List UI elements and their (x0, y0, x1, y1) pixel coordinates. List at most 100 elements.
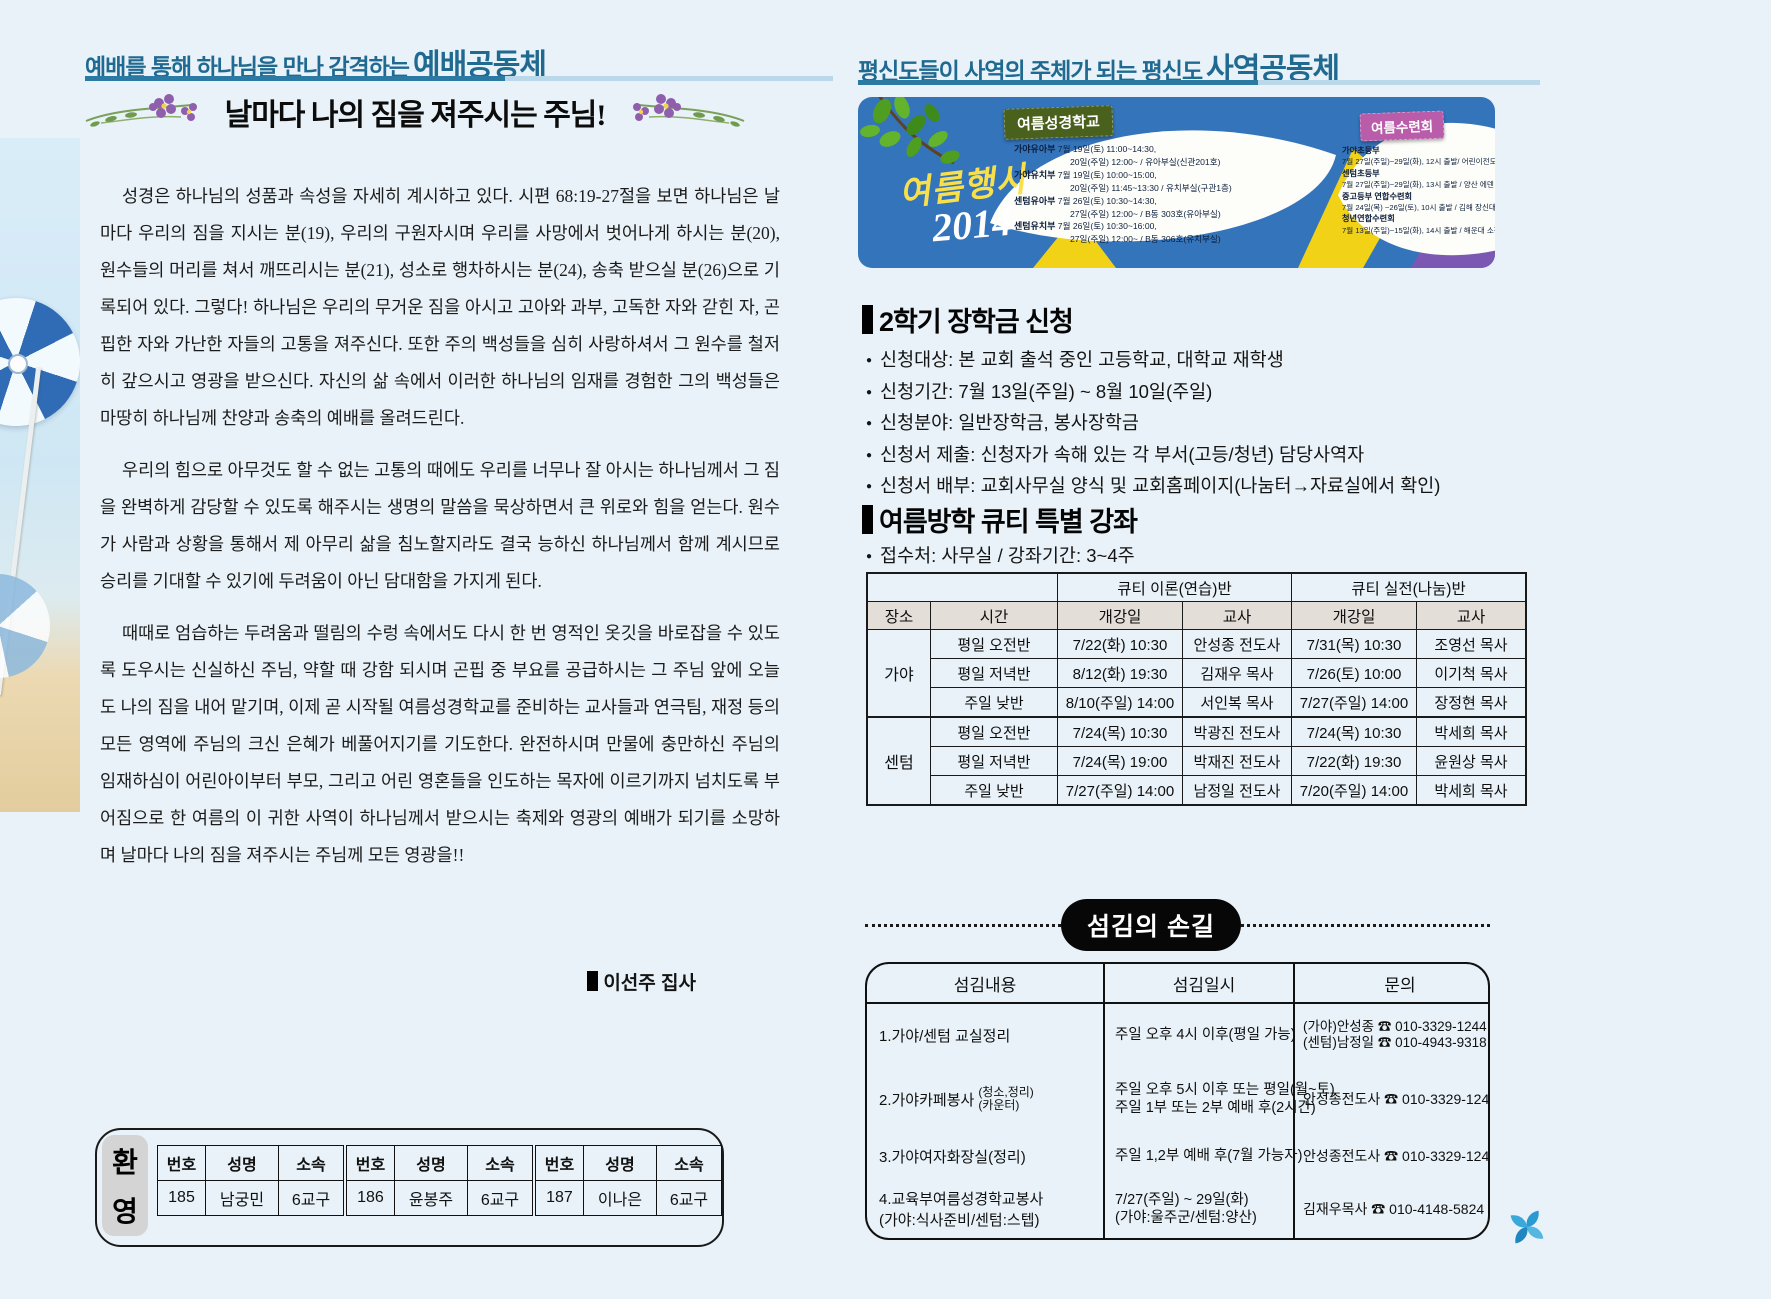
qt-time: 주일 낮반 (930, 775, 1058, 806)
welcome-header-group: 소속 (655, 1145, 723, 1181)
qt-row: 평일 저녁반 7/24(목) 19:00 박재진 전도사 7/22(화) 19:… (867, 746, 1527, 776)
summer-events-banner: 여름행사 2014 여름성경학교 가야유아부 7월 19일(토) 11:00~1… (858, 97, 1495, 268)
summer-retreat-badge: 여름수련회 (1359, 110, 1445, 142)
welcome-name: 이나은 (582, 1180, 657, 1216)
dotted-divider (1240, 923, 1490, 927)
qt-theory-teacher: 서인복 목사 (1182, 687, 1292, 718)
qt-note-list: 접수처: 사무실 / 강좌기간: 3~4주 (866, 541, 1496, 573)
qt-note: 접수처: 사무실 / 강좌기간: 3~4주 (866, 541, 1496, 573)
welcome-name: 윤봉주 (393, 1180, 469, 1216)
serving-content-cell: 3.가야여자화장실(정리) (867, 1132, 1103, 1180)
qt-practice-teacher: 이기척 목사 (1416, 658, 1527, 688)
welcome-box: 환 영 번호 성명 소속 번호 성명 소속 번호 성명 소속 185 남궁민 6… (95, 1128, 724, 1247)
qt-col-date: 개강일 (1057, 601, 1183, 630)
qt-theory-date: 7/27(주일) 14:00 (1057, 775, 1183, 806)
serving-header-contact: 문의 (1293, 964, 1488, 1004)
welcome-header-name: 성명 (204, 1145, 280, 1181)
qt-theory-date: 8/10(주일) 14:00 (1057, 687, 1183, 718)
article-title: 날마다 나의 짐을 져주시는 주님! (224, 99, 607, 132)
green-leaves (860, 97, 960, 164)
serving-content: (가야:식사준비/센텀:스텝) (879, 1212, 1040, 1229)
schedule-line: 20일(주일) 11:45~13:30 / 유치부실(구관1층) (1070, 182, 1232, 193)
qt-theory-teacher: 박재진 전도사 (1182, 746, 1292, 776)
qt-empty-cell (866, 572, 1058, 602)
dept-name: 센텀유치부 (1014, 221, 1056, 232)
qt-theory-date: 7/24(목) 10:30 (1057, 716, 1183, 747)
welcome-header-no: 번호 (343, 1145, 395, 1181)
schedule-text: 7월 13일(주일)~15일(화), 14시 출발 / 해운대 소정교회 수양관 (1342, 225, 1495, 235)
serving-contact-cell: 김재우목사 ☎ 010-4148-5824 (1293, 1180, 1488, 1238)
qt-section-title: 여름방학 큐티 특별 강좌 (862, 500, 1138, 539)
serving-header-when: 섬김일시 (1103, 964, 1293, 1004)
qt-practice-date: 7/31(목) 10:30 (1291, 629, 1417, 659)
qt-theory-teacher: 박광진 전도사 (1182, 716, 1292, 747)
welcome-no: 187 (531, 1180, 584, 1216)
section-marker (862, 505, 873, 534)
article-author: 이선주 집사 (100, 968, 696, 995)
qt-row: 평일 저녁반 8/12(화) 19:30 김재우 목사 7/26(토) 10:0… (867, 658, 1527, 688)
serving-content-small: (카운터) (978, 1098, 1020, 1112)
serving-content-small-stack: (청소,정리) (카운터) (978, 1086, 1034, 1112)
qt-theory-teacher: 김재우 목사 (1182, 658, 1292, 688)
qt-practice-date: 7/22(화) 19:30 (1291, 746, 1417, 776)
qt-time: 평일 오전반 (930, 629, 1058, 659)
article-paragraph: 성경은 하나님의 성품과 속성을 자세히 계시하고 있다. 시편 68:19-2… (100, 186, 780, 428)
right-header-underline (858, 80, 1540, 85)
qt-time: 주일 낮반 (930, 687, 1058, 718)
serving-content: 1.가야/센텀 교실정리 (879, 1027, 1011, 1045)
schedule-text: 7월 26일(토) 10:30~16:00, (1057, 221, 1157, 232)
serving-when-cell: 주일 1,2부 예배 후(7월 가능자) (1103, 1132, 1303, 1180)
serving-contact: 김재우목사 ☎ 010-4148-5824 (1303, 1201, 1485, 1217)
welcome-tab: 환 영 (102, 1135, 148, 1236)
qt-theory-teacher: 남정일 전도사 (1182, 775, 1292, 806)
underline-light-segment (505, 76, 833, 81)
qt-practice-teacher: 조영선 목사 (1416, 629, 1527, 659)
schedule-line: 가야유아부 7월 19일(토) 11:00~14:30, (1014, 143, 1326, 156)
schedule-text: 7월 26일(토) 10:30~14:30, (1057, 195, 1157, 206)
left-section-header: 예배를 통해 하나님을 만나 감격하는 예배공동체 (85, 40, 547, 84)
qt-practice-date: 7/26(토) 10:00 (1291, 658, 1417, 688)
schedule-line: 27일(주일) 12:00~ / B동 303호(유아부실) (1070, 208, 1221, 219)
welcome-header-name: 성명 (582, 1145, 657, 1181)
welcome-header-row: 번호 성명 소속 번호 성명 소속 번호 성명 소속 (157, 1145, 723, 1181)
welcome-header-no: 번호 (157, 1145, 206, 1181)
qt-row: 주일 낮반 7/27(주일) 14:00 남정일 전도사 7/20(주일) 14… (867, 775, 1527, 806)
schedule-text: 7월 24일(목) ~26일(토), 10시 출발 / 김해 장신대 (1342, 203, 1495, 213)
serving-content-small: (청소,정리) (978, 1085, 1034, 1099)
author-name: 이선주 집사 (603, 973, 696, 994)
qt-row: 센텀 평일 오전반 7/24(목) 10:30 박광진 전도사 7/24(목) … (866, 716, 1527, 806)
qt-column-header-row: 장소 시간 개강일 교사 개강일 교사 (866, 601, 1527, 630)
welcome-header-no: 번호 (531, 1145, 584, 1181)
schedule-line: 센텀유아부 7월 26일(토) 10:30~14:30, (1014, 195, 1326, 208)
welcome-group: 6교구 (278, 1180, 346, 1216)
dept-name: 청년연합수련회 (1342, 214, 1395, 224)
qt-theory-date: 7/24(목) 19:00 (1057, 746, 1183, 776)
welcome-table: 번호 성명 소속 번호 성명 소속 번호 성명 소속 185 남궁민 6교구 1… (157, 1145, 723, 1216)
qt-row: 가야 평일 오전반 7/22(화) 10:30 안성종 전도사 7/31(목) … (866, 629, 1527, 718)
welcome-no: 186 (343, 1180, 395, 1216)
serving-contact: (가야)안성종 ☎ 010-3329-1244 (1303, 1018, 1487, 1034)
qt-group-theory: 큐티 이론(연습)반 (1057, 572, 1292, 602)
qt-time: 평일 오전반 (930, 716, 1058, 747)
qt-practice-date: 7/27(주일) 14:00 (1291, 687, 1417, 718)
serving-content-cell: 2.가야카페봉사 (청소,정리) (카운터) (867, 1066, 1103, 1132)
serving-when-cell: 주일 오후 4시 이후(평일 가능) (1103, 1004, 1296, 1066)
qt-group-practice: 큐티 실전(나눔)반 (1291, 572, 1527, 602)
welcome-no: 185 (157, 1180, 206, 1216)
serving-content-cell: 1.가야/센텀 교실정리 (867, 1004, 1103, 1066)
summer-bible-school-schedule: 가야유아부 7월 19일(토) 11:00~14:30, 20일(주일) 12:… (1014, 143, 1326, 246)
qt-theory-date: 7/22(화) 10:30 (1057, 629, 1183, 659)
serving-content-main: 2.가야카페봉사 (879, 1091, 975, 1109)
dept-name: 중고등부 연합수련회 (1342, 191, 1413, 201)
qt-practice-teacher: 박세희 목사 (1416, 775, 1527, 806)
welcome-header-group: 소속 (466, 1145, 535, 1181)
schedule-text: 7월 27일(주일)~29일(화), 13시 출발 / 양산 에덴 벨리 (1342, 180, 1495, 190)
qt-practice-date: 7/24(목) 10:30 (1291, 716, 1417, 747)
scholarship-section-title: 2학기 장학금 신청 (862, 300, 1074, 339)
serving-when-cell: 7/27(주일) ~ 29일(화) (가야:울주군/센텀:양산) (1103, 1180, 1293, 1238)
pinwheel-image-2 (0, 564, 60, 688)
serving-when: 주일 1,2부 예배 후(7월 가능자) (1115, 1148, 1303, 1164)
section-marker (862, 305, 873, 334)
welcome-header-name: 성명 (393, 1145, 469, 1181)
